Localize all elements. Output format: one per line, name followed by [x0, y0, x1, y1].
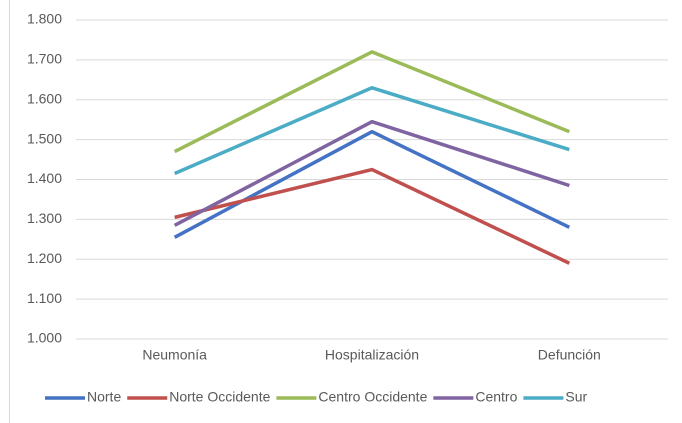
legend-label: Norte [87, 389, 121, 405]
x-tick-label: Hospitalización [325, 347, 419, 363]
y-tick-label: 1.400 [27, 170, 62, 186]
x-tick-label: Neumonía [142, 347, 207, 363]
series-line [173, 50, 570, 154]
y-tick-label: 1.600 [27, 90, 62, 106]
legend-label: Sur [565, 389, 587, 405]
y-tick-label: 1.300 [27, 210, 62, 226]
y-tick-label: 1.500 [27, 130, 62, 146]
legend-label: Centro [475, 389, 517, 405]
legend-label: Norte Occidente [169, 389, 270, 405]
y-tick-label: 1.800 [27, 11, 62, 27]
legend-label: Centro Occidente [318, 389, 427, 405]
y-tick-label: 1.000 [27, 330, 62, 346]
x-tick-label: Defunción [538, 347, 601, 363]
y-tick-label: 1.200 [27, 250, 62, 266]
series-line [173, 119, 570, 227]
series-line [173, 86, 570, 176]
series-line [174, 167, 571, 265]
y-tick-label: 1.100 [27, 290, 62, 306]
y-tick-label: 1.700 [27, 51, 62, 67]
